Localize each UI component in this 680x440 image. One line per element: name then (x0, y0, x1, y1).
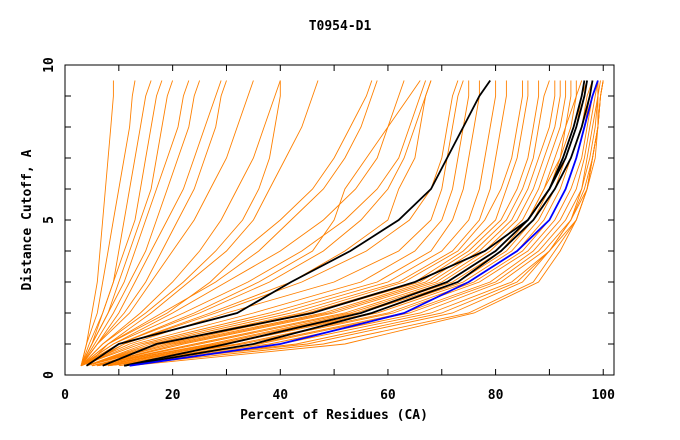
y-tick-label: 5 (42, 216, 57, 224)
x-tick-label: 0 (61, 388, 69, 403)
series-line-other (86, 80, 432, 367)
x-tick-label: 100 (591, 388, 615, 403)
series-line-other (102, 80, 599, 367)
x-tick-label: 20 (165, 388, 181, 403)
y-axis-label: Distance Cutoff, A (20, 149, 35, 290)
series-line-other (80, 80, 222, 366)
series-line-other (80, 80, 163, 366)
series-line-other (80, 80, 281, 367)
series-line-other (80, 80, 378, 367)
series-line-other (86, 80, 497, 367)
x-tick-label: 40 (272, 388, 288, 403)
x-tick-label: 60 (380, 388, 396, 403)
series-line-other (80, 80, 480, 367)
series-line-other (80, 80, 201, 366)
x-tick-label: 80 (488, 388, 504, 403)
series-line-other (80, 80, 470, 367)
series-line-other (80, 80, 227, 366)
series-line-other (80, 80, 421, 367)
y-tick-label: 0 (42, 371, 57, 379)
series-line-best (129, 80, 599, 367)
series-line-other (80, 80, 373, 367)
axis-ticks: 0 20 40 60 80 100 0 5 10 (42, 57, 615, 403)
series-line-other (80, 80, 190, 366)
series-line-other (80, 80, 432, 367)
series-line-other (80, 80, 405, 367)
series-line-other (129, 80, 604, 367)
series-line-other (80, 80, 152, 366)
series-line-other (86, 80, 507, 367)
series-line-other (91, 80, 556, 367)
series-line-other (80, 80, 427, 367)
series-line-other (80, 80, 136, 366)
series-line-other (86, 80, 319, 367)
series-line-other (91, 80, 561, 367)
y-tick-label: 10 (42, 57, 57, 73)
series-line-highlight (85, 79, 491, 367)
series-line-highlight (124, 80, 586, 367)
series-line-other (80, 80, 459, 367)
series-line-other (80, 80, 174, 366)
series-line-other (86, 80, 523, 367)
x-axis-label: Percent of Residues (CA) (240, 408, 428, 423)
plot-lines (80, 79, 604, 367)
series-line-other (80, 80, 281, 367)
series-line-other (80, 80, 114, 366)
series-line-other (86, 80, 550, 367)
series-line-other (97, 80, 599, 367)
series-line-other (91, 80, 567, 367)
series-line-highlight (124, 80, 594, 367)
series-line-other (118, 80, 599, 367)
chart-title: T0954-D1 (309, 19, 372, 34)
series-line-other (80, 80, 254, 366)
